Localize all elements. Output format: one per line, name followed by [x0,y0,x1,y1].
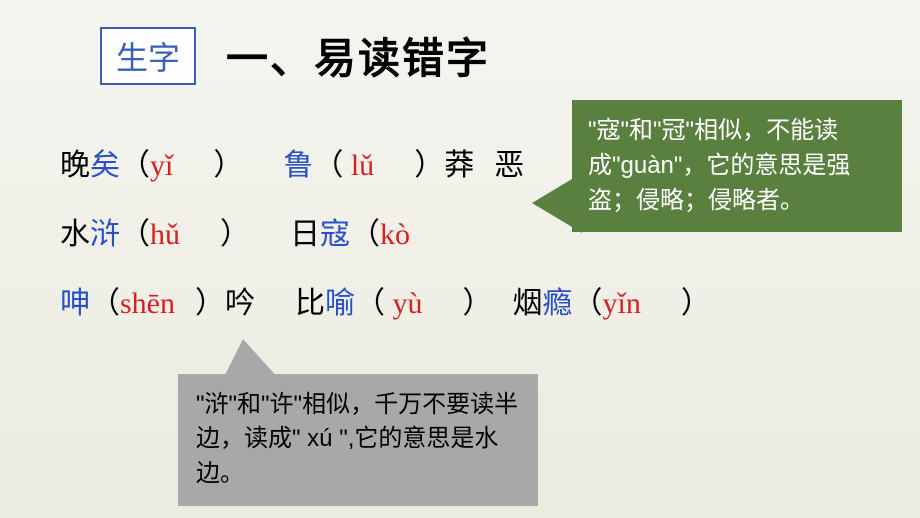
paren: ） [195,287,225,320]
badge-new-characters: 生字 [100,27,196,85]
paren: ） [213,149,243,182]
paren: ） [414,149,444,182]
char: 水 [60,218,90,251]
header: 生字 一、易读错字 [0,0,920,86]
char: 恶 [494,149,524,182]
char-highlight: 寇 [320,218,350,251]
paren: （ [350,218,380,251]
paren: （ [355,287,393,320]
paren: ） [463,287,493,320]
paren: （ [90,287,120,320]
callout-green: "寇"和"冠"相似，不能读成"guàn"，它的意思是强盗；侵略；侵略者。 [572,100,902,232]
char-highlight: 矣 [90,149,120,182]
char: 晚 [60,149,90,182]
char: 比 [295,287,325,320]
section-title: 一、易读错字 [226,25,490,86]
paren: （ [120,149,150,182]
pinyin: yǐ [150,149,173,182]
pinyin: yù [393,287,423,320]
char-highlight: 瘾 [543,287,573,320]
paren: （ [313,149,351,182]
paren: （ [573,287,603,320]
paren: （ [120,218,150,251]
paren: ） [220,218,250,251]
pinyin: hǔ [150,218,180,251]
pinyin: kò [380,218,410,251]
char: 烟 [513,287,543,320]
char-highlight: 呻 [60,287,90,320]
vocab-row-3: 呻（shēn）吟比喻（ yù）烟瘾（yǐn） [60,269,920,338]
paren: ） [681,287,711,320]
char: 日 [290,218,320,251]
char-highlight: 喻 [325,287,355,320]
char: 吟 [225,287,255,320]
char-highlight: 鲁 [283,149,313,182]
pinyin: shēn [120,287,175,320]
callout-gray: "浒"和"许"相似，千万不要读半边，读成" xú ",它的意思是水边。 [178,374,538,506]
pinyin: yǐn [603,287,641,320]
pinyin: lǔ [351,149,374,182]
char: 莽 [444,149,474,182]
char-highlight: 浒 [90,218,120,251]
